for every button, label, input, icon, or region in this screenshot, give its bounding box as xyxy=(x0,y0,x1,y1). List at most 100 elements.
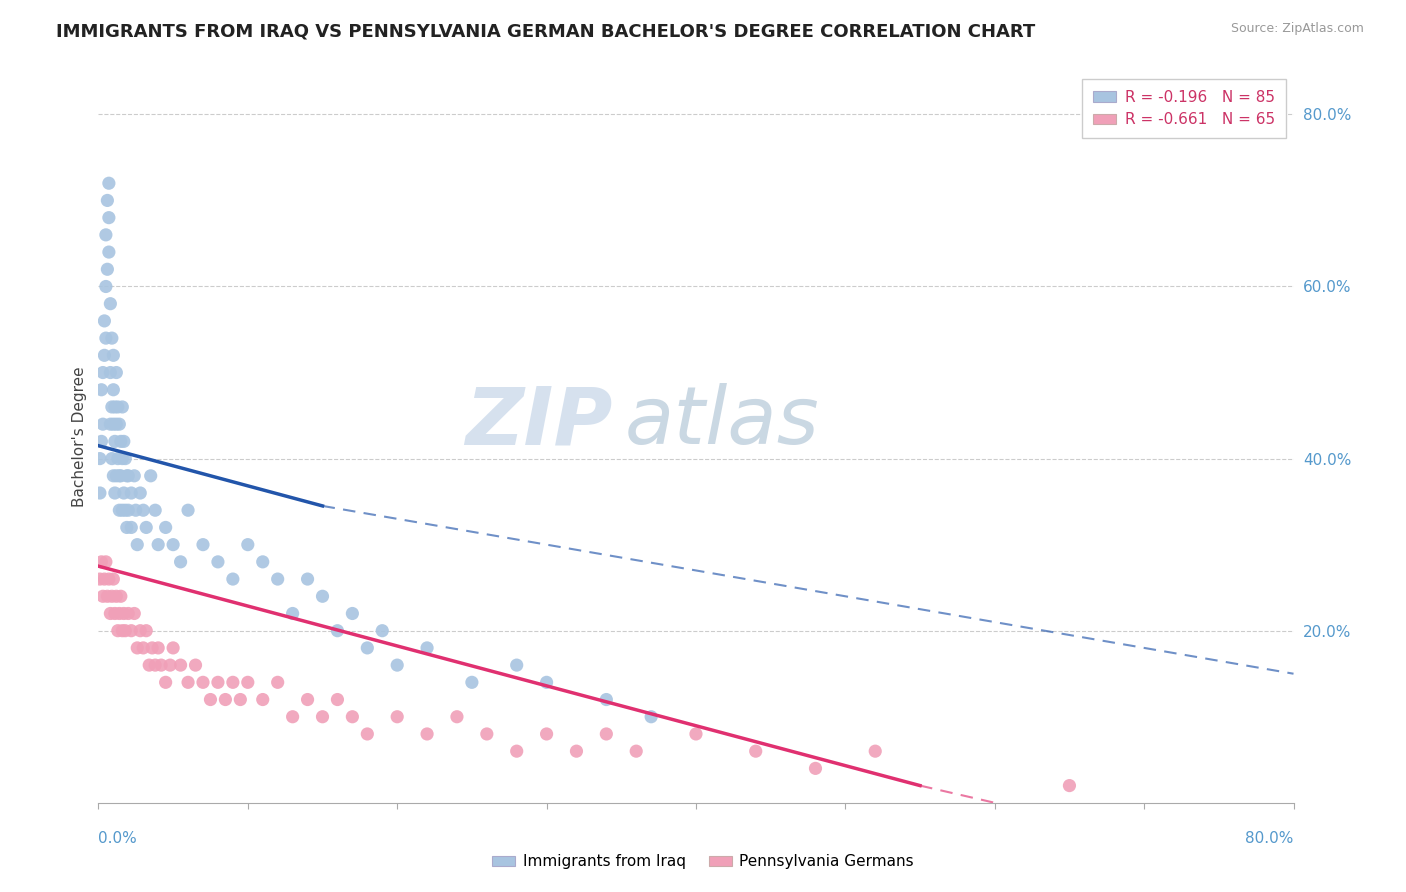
Point xyxy=(267,572,290,586)
Point xyxy=(207,555,229,569)
Point xyxy=(91,589,114,603)
Point xyxy=(311,710,333,724)
Point xyxy=(139,468,162,483)
Point xyxy=(120,520,142,534)
Point xyxy=(135,624,157,638)
Point xyxy=(200,692,222,706)
Point xyxy=(114,503,136,517)
Point xyxy=(108,503,131,517)
Point xyxy=(108,468,131,483)
Text: IMMIGRANTS FROM IRAQ VS PENNSYLVANIA GERMAN BACHELOR'S DEGREE CORRELATION CHART: IMMIGRANTS FROM IRAQ VS PENNSYLVANIA GER… xyxy=(56,22,1035,40)
Point xyxy=(745,744,768,758)
Point xyxy=(626,744,648,758)
Point xyxy=(229,692,252,706)
Point xyxy=(97,211,120,225)
Point xyxy=(110,434,132,449)
Point xyxy=(342,710,364,724)
Point xyxy=(162,640,184,655)
Point xyxy=(129,486,152,500)
Point xyxy=(103,572,125,586)
Point xyxy=(169,555,191,569)
Point xyxy=(90,434,112,449)
Text: 0.0%: 0.0% xyxy=(98,831,138,846)
Point xyxy=(177,675,200,690)
Point xyxy=(222,675,245,690)
Point xyxy=(103,348,125,362)
Point xyxy=(94,555,117,569)
Point xyxy=(115,520,138,534)
Point xyxy=(89,486,111,500)
Point xyxy=(595,727,617,741)
Point xyxy=(89,451,111,466)
Point xyxy=(120,624,142,638)
Point xyxy=(94,279,117,293)
Point xyxy=(96,589,118,603)
Point xyxy=(326,692,349,706)
Point xyxy=(446,710,468,724)
Text: Source: ZipAtlas.com: Source: ZipAtlas.com xyxy=(1230,22,1364,36)
Point xyxy=(100,417,122,432)
Point xyxy=(148,538,170,552)
Point xyxy=(1059,779,1081,793)
Legend: R = -0.196   N = 85, R = -0.661   N = 65: R = -0.196 N = 85, R = -0.661 N = 65 xyxy=(1083,79,1286,138)
Text: atlas: atlas xyxy=(624,384,820,461)
Point xyxy=(115,468,138,483)
Point xyxy=(191,675,214,690)
Point xyxy=(148,640,170,655)
Point xyxy=(297,572,319,586)
Point xyxy=(93,314,115,328)
Point xyxy=(685,727,707,741)
Point xyxy=(114,624,136,638)
Point xyxy=(281,710,304,724)
Point xyxy=(107,624,129,638)
Point xyxy=(865,744,887,758)
Legend: Immigrants from Iraq, Pennsylvania Germans: Immigrants from Iraq, Pennsylvania Germa… xyxy=(486,848,920,875)
Point xyxy=(90,383,112,397)
Point xyxy=(96,194,118,208)
Point xyxy=(177,503,200,517)
Point xyxy=(138,658,160,673)
Point xyxy=(104,400,127,414)
Point xyxy=(89,572,111,586)
Point xyxy=(124,468,146,483)
Point xyxy=(506,744,529,758)
Point xyxy=(103,417,125,432)
Point xyxy=(129,624,152,638)
Point xyxy=(105,468,128,483)
Point xyxy=(640,710,662,724)
Point xyxy=(416,727,439,741)
Point xyxy=(105,417,128,432)
Point xyxy=(281,607,304,621)
Point xyxy=(101,451,124,466)
Point xyxy=(107,451,129,466)
Point xyxy=(536,727,558,741)
Point xyxy=(110,589,132,603)
Point xyxy=(93,572,115,586)
Point xyxy=(94,227,117,242)
Point xyxy=(475,727,498,741)
Point xyxy=(97,572,120,586)
Point xyxy=(100,607,122,621)
Point xyxy=(162,538,184,552)
Point xyxy=(101,589,124,603)
Point xyxy=(100,366,122,380)
Point xyxy=(214,692,236,706)
Point xyxy=(252,555,274,569)
Point xyxy=(169,658,191,673)
Point xyxy=(94,331,117,345)
Point xyxy=(461,675,484,690)
Point xyxy=(96,262,118,277)
Point xyxy=(143,658,166,673)
Point xyxy=(101,400,124,414)
Point xyxy=(127,640,149,655)
Point xyxy=(103,383,125,397)
Point xyxy=(155,675,177,690)
Point xyxy=(91,366,114,380)
Point xyxy=(385,710,409,724)
Point xyxy=(132,503,155,517)
Point xyxy=(111,451,134,466)
Point xyxy=(108,607,131,621)
Point xyxy=(326,624,349,638)
Point xyxy=(385,658,409,673)
Point xyxy=(252,692,274,706)
